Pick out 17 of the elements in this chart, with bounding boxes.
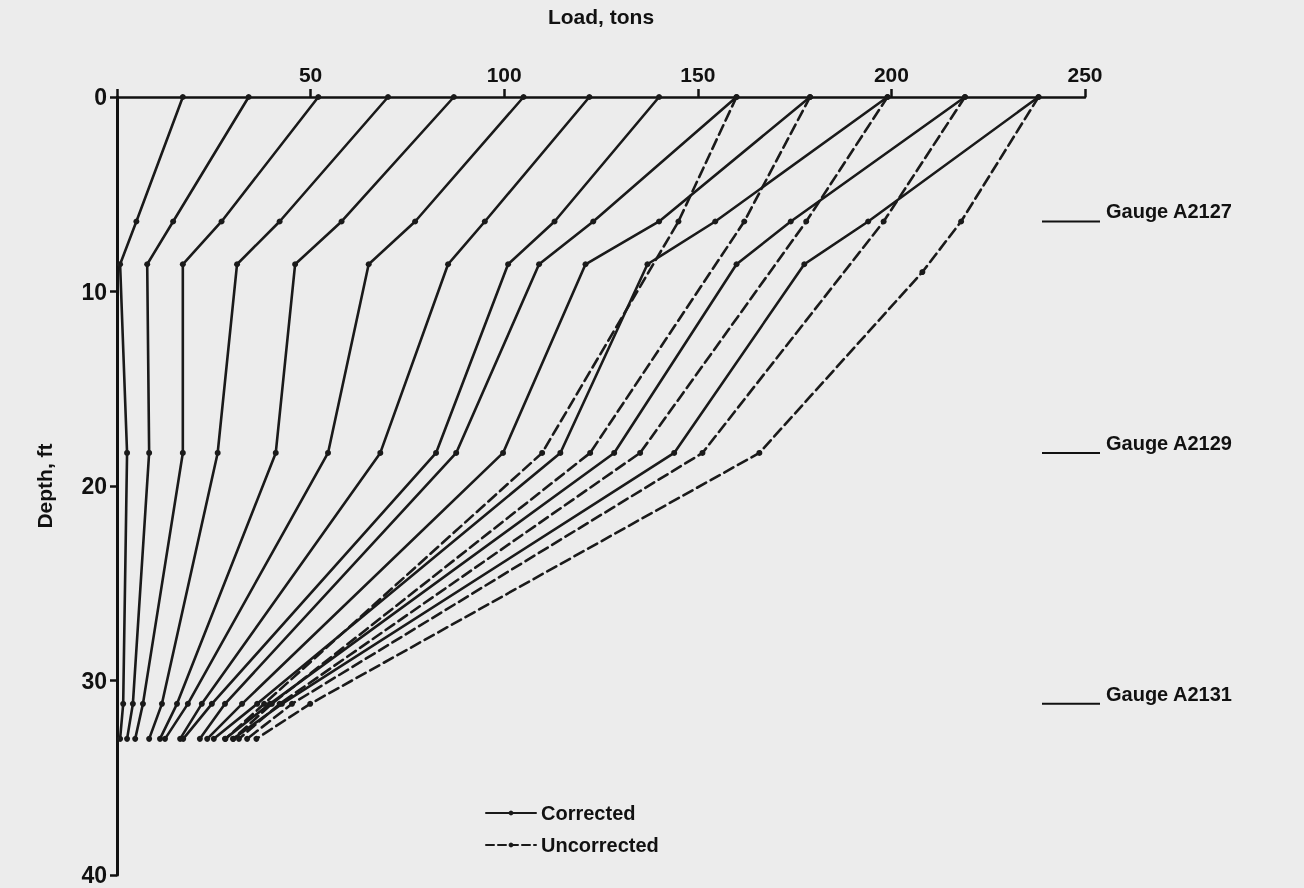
- y-tick-label: 20: [81, 473, 107, 499]
- legend-label: Corrected: [541, 802, 636, 824]
- x-tick-label: 200: [873, 63, 909, 86]
- y-axis-title: Depth, ft: [33, 443, 56, 529]
- ref-line-label: Gauge A2127: [1106, 200, 1232, 223]
- x-tick-label: 100: [486, 63, 522, 86]
- y-tick-label: 10: [81, 278, 107, 305]
- legend-label: Uncorrected: [541, 834, 659, 856]
- x-tick-label: 250: [1067, 63, 1103, 86]
- y-tick-label: 0: [94, 84, 107, 110]
- y-tick-label: 30: [81, 667, 107, 694]
- y-tick-label: 40: [81, 862, 107, 888]
- ref-line-label: Gauge A2131: [1106, 682, 1232, 705]
- ref-line-label: Gauge A2129: [1106, 431, 1232, 454]
- x-axis-title: Load, tons: [547, 5, 655, 28]
- x-tick-label: 50: [298, 63, 323, 86]
- x-tick-label: 150: [680, 63, 716, 86]
